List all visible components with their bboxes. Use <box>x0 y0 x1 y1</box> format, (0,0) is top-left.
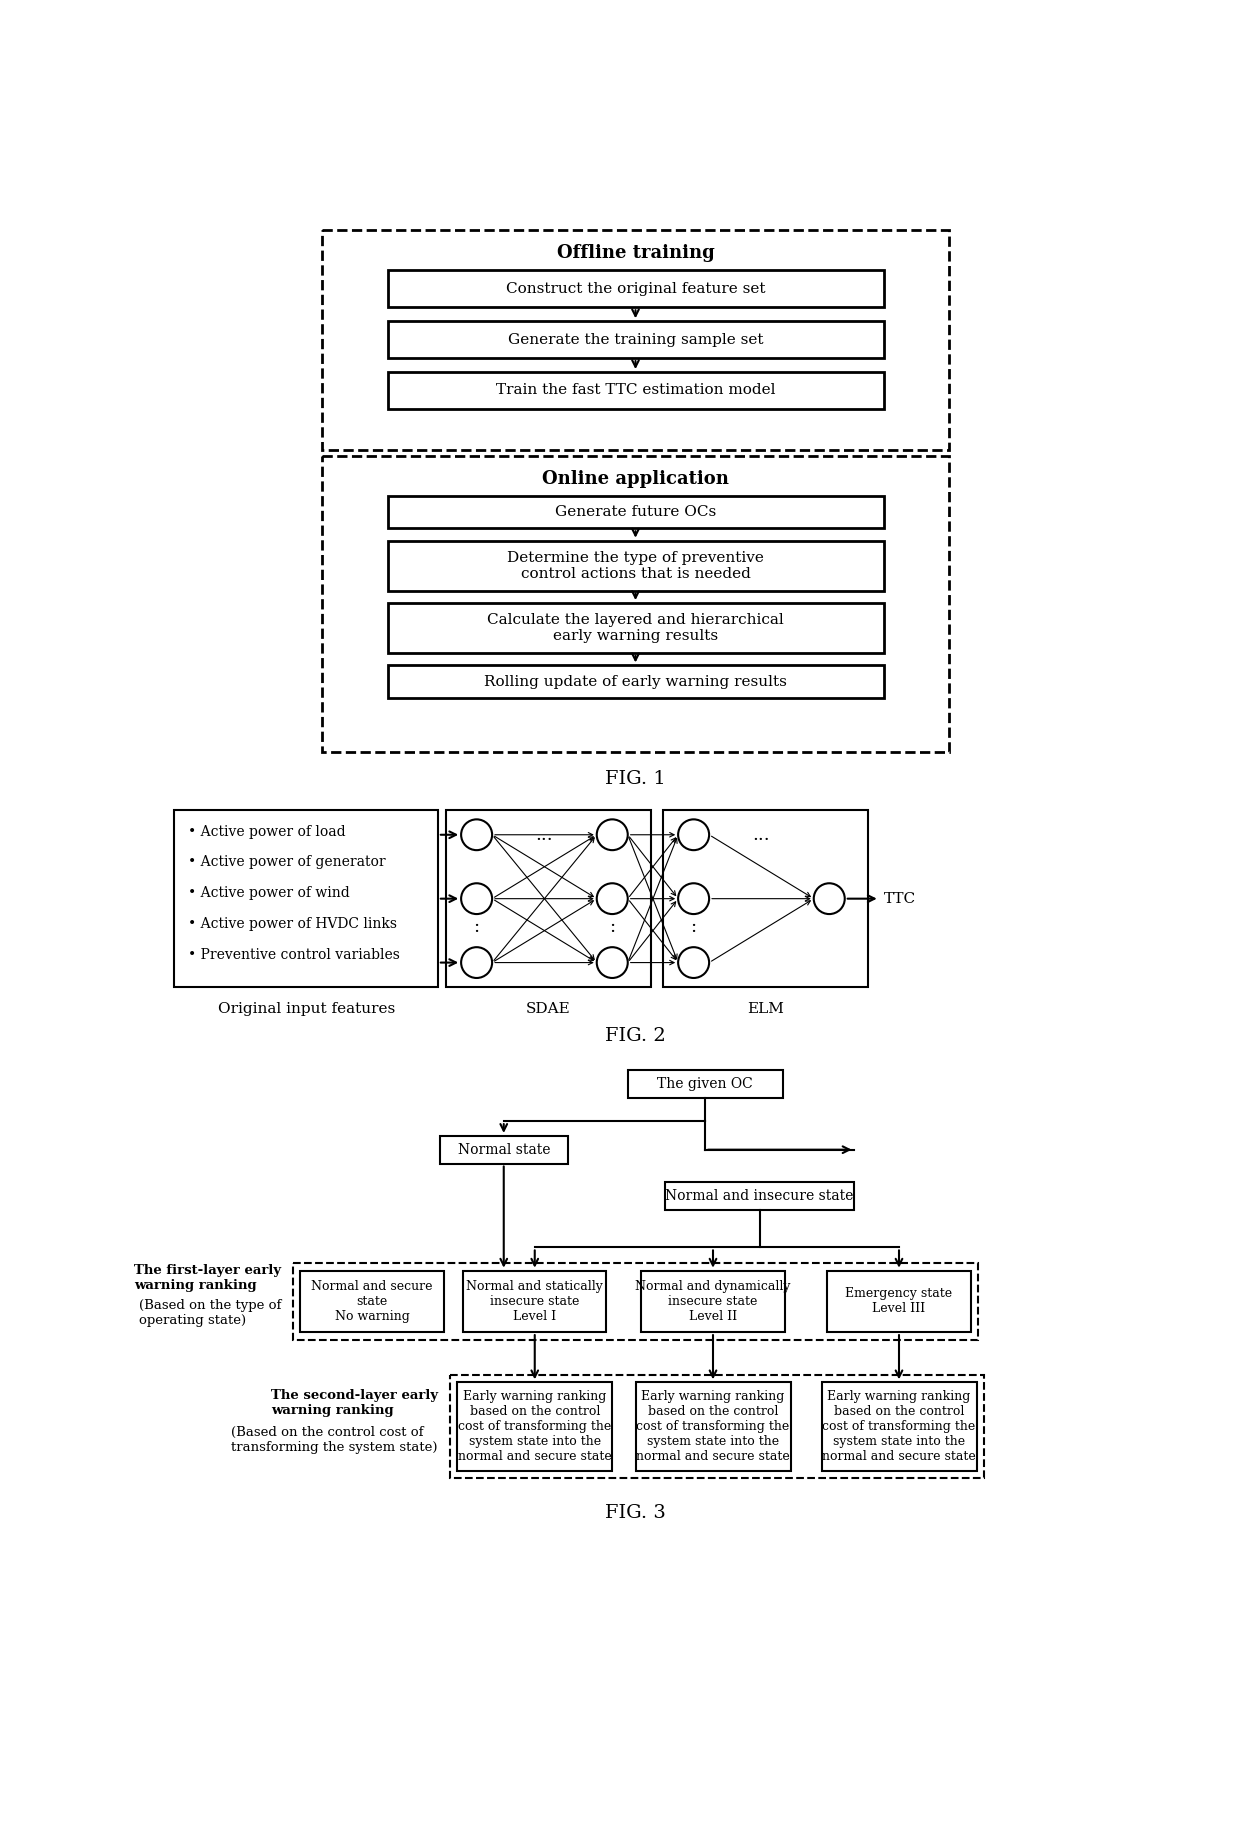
Text: Early warning ranking
based on the control
cost of transforming the
system state: Early warning ranking based on the contr… <box>636 1389 790 1464</box>
Text: SDAE: SDAE <box>526 1003 570 1015</box>
Text: ...: ... <box>753 826 770 844</box>
Text: Normal and dynamically
insecure state
Level II: Normal and dynamically insecure state Le… <box>635 1280 791 1323</box>
Text: Early warning ranking
based on the control
cost of transforming the
system state: Early warning ranking based on the contr… <box>458 1389 611 1464</box>
Circle shape <box>461 884 492 913</box>
Text: Rolling update of early warning results: Rolling update of early warning results <box>484 675 787 689</box>
Text: • Preventive control variables: • Preventive control variables <box>188 948 401 963</box>
Circle shape <box>596 884 627 913</box>
Bar <box>458 1382 613 1471</box>
Text: Normal and statically
insecure state
Level I: Normal and statically insecure state Lev… <box>466 1280 603 1323</box>
Bar <box>445 809 651 988</box>
Bar <box>175 809 438 988</box>
Text: Normal and secure
state
No warning: Normal and secure state No warning <box>311 1280 433 1323</box>
Text: (Based on the control cost of
transforming the system state): (Based on the control cost of transformi… <box>232 1426 438 1455</box>
Text: ...: ... <box>536 826 553 844</box>
Bar <box>321 456 950 753</box>
Text: Determine the type of preventive
control actions that is needed: Determine the type of preventive control… <box>507 551 764 582</box>
Text: :: : <box>609 917 615 935</box>
Bar <box>387 665 883 698</box>
Bar <box>449 1375 985 1478</box>
Bar <box>463 1271 606 1333</box>
Circle shape <box>678 884 709 913</box>
Text: FIG. 2: FIG. 2 <box>605 1026 666 1045</box>
Text: Offline training: Offline training <box>557 244 714 263</box>
Text: Normal and insecure state: Normal and insecure state <box>666 1189 853 1203</box>
Text: • Active power of wind: • Active power of wind <box>188 886 350 901</box>
Bar <box>827 1271 971 1333</box>
Text: Emergency state
Level III: Emergency state Level III <box>846 1287 952 1316</box>
Text: Online application: Online application <box>542 470 729 489</box>
Text: Construct the original feature set: Construct the original feature set <box>506 283 765 295</box>
Text: Original input features: Original input features <box>217 1003 394 1015</box>
Bar <box>821 1382 977 1471</box>
Circle shape <box>461 948 492 977</box>
Circle shape <box>596 948 627 977</box>
Text: • Active power of HVDC links: • Active power of HVDC links <box>188 917 397 932</box>
Text: Generate future OCs: Generate future OCs <box>554 505 717 520</box>
Circle shape <box>596 819 627 850</box>
Text: FIG. 1: FIG. 1 <box>605 771 666 788</box>
Text: FIG. 3: FIG. 3 <box>605 1504 666 1522</box>
Bar <box>627 1070 782 1097</box>
Bar <box>387 270 883 308</box>
Text: Early warning ranking
based on the control
cost of transforming the
system state: Early warning ranking based on the contr… <box>822 1389 976 1464</box>
Text: (Based on the type of
operating state): (Based on the type of operating state) <box>139 1300 281 1327</box>
Circle shape <box>678 819 709 850</box>
Text: Generate the training sample set: Generate the training sample set <box>507 332 764 346</box>
Text: TTC: TTC <box>883 891 915 906</box>
Text: ELM: ELM <box>746 1003 784 1015</box>
Bar <box>662 809 868 988</box>
Text: • Active power of generator: • Active power of generator <box>188 855 386 870</box>
Bar <box>387 496 883 529</box>
Text: • Active power of load: • Active power of load <box>188 824 346 839</box>
Bar <box>387 372 883 408</box>
Circle shape <box>678 948 709 977</box>
Text: Train the fast TTC estimation model: Train the fast TTC estimation model <box>496 383 775 397</box>
Bar <box>440 1136 568 1163</box>
Bar <box>387 541 883 591</box>
Text: The given OC: The given OC <box>657 1077 753 1092</box>
Text: The second-layer early
warning ranking: The second-layer early warning ranking <box>270 1389 438 1418</box>
Circle shape <box>461 819 492 850</box>
Bar <box>293 1263 978 1340</box>
Bar <box>635 1382 791 1471</box>
Bar <box>665 1181 854 1210</box>
Bar <box>300 1271 444 1333</box>
Bar <box>321 230 950 450</box>
Circle shape <box>813 884 844 913</box>
Bar <box>387 321 883 357</box>
Text: :: : <box>691 917 697 935</box>
Bar <box>387 603 883 653</box>
Text: Calculate the layered and hierarchical
early warning results: Calculate the layered and hierarchical e… <box>487 613 784 644</box>
Bar <box>641 1271 785 1333</box>
Text: Normal state: Normal state <box>458 1143 551 1156</box>
Text: :: : <box>474 917 480 935</box>
Text: The first-layer early
warning ranking: The first-layer early warning ranking <box>134 1265 281 1293</box>
